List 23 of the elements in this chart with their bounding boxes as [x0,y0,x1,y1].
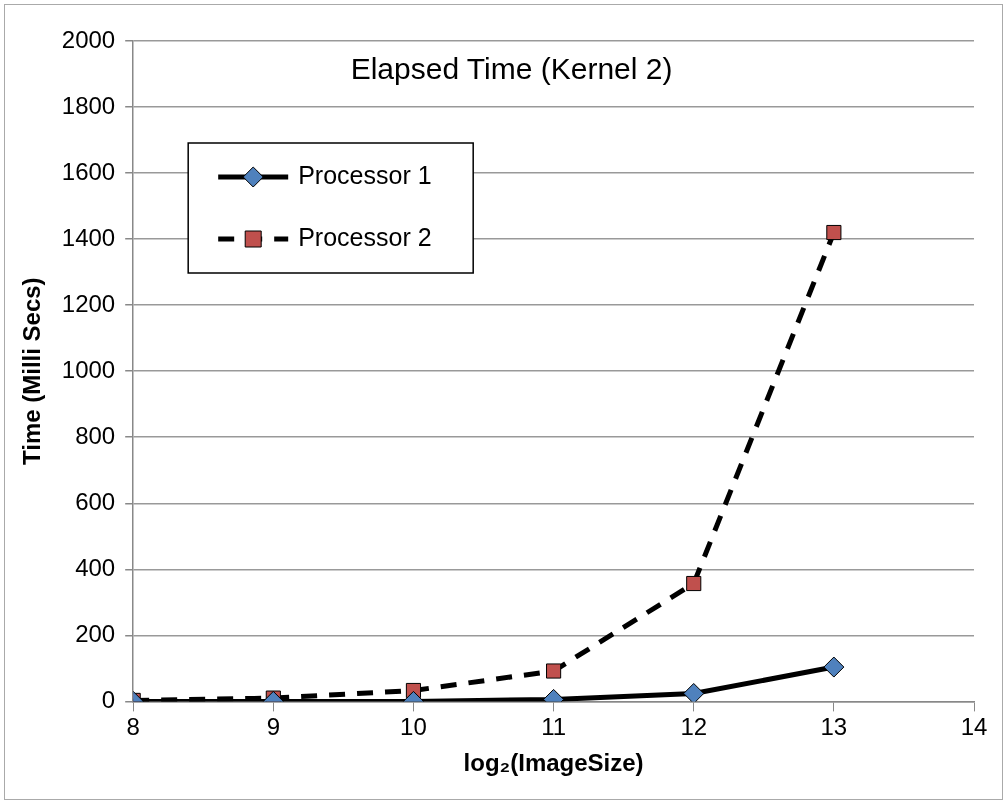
y-tick-label: 800 [75,421,116,449]
x-tick-label: 10 [400,713,427,741]
y-tick-label: 400 [75,553,116,581]
legend-label: Processor 2 [298,222,432,251]
y-tick-label: 1800 [61,91,116,119]
x-tick-label: 12 [680,713,708,741]
y-tick-label: 1400 [61,223,116,251]
x-tick-label: 8 [126,713,140,741]
y-tick-label: 1200 [61,289,116,317]
y-tick-label: 600 [75,487,116,515]
y-tick-label: 200 [75,619,116,647]
x-tick-label: 11 [541,713,567,741]
y-tick-label: 2000 [61,25,116,53]
x-tick-label: 9 [266,713,281,741]
x-tick-label: 14 [960,713,988,741]
y-tick-label: 1000 [61,355,116,383]
chart-title: Elapsed Time (Kernel 2) [350,52,673,86]
legend-label: Processor 1 [298,160,432,189]
y-tick-label: 0 [101,686,116,714]
y-tick-label: 1600 [61,157,116,185]
x-axis-title: log₂(ImageSize) [463,749,644,777]
y-axis-title: Time (Milli Secs) [18,277,46,466]
x-tick-label: 13 [820,713,848,741]
